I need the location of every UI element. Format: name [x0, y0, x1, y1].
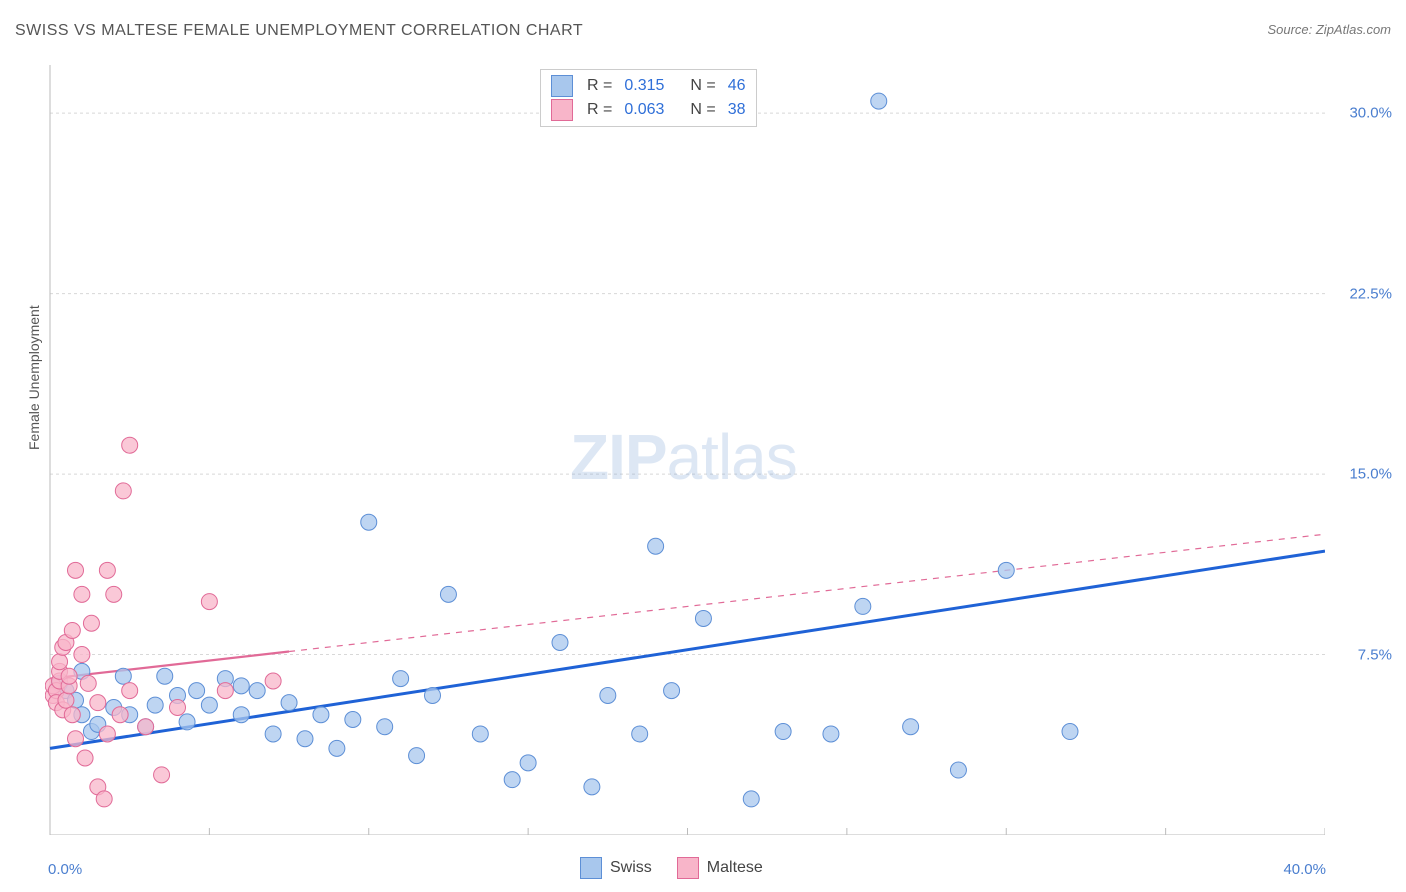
x-axis-min-label: 0.0%: [48, 861, 82, 878]
y-axis-label: Female Unemployment: [26, 305, 42, 450]
series-legend-label: Maltese: [707, 859, 763, 877]
n-label: N =: [690, 74, 715, 98]
chart-svg: [45, 65, 1325, 835]
n-value: 46: [728, 74, 746, 98]
y-tick-label: 30.0%: [1349, 105, 1392, 122]
series-legend-label: Swiss: [610, 859, 652, 877]
legend-swatch-icon: [677, 857, 699, 879]
series-legend-item[interactable]: Swiss: [580, 857, 652, 879]
n-label: N =: [690, 98, 715, 122]
legend-swatch-icon: [580, 857, 602, 879]
stats-legend-row: R = 0.315 N = 46: [551, 74, 746, 98]
y-tick-label: 7.5%: [1358, 646, 1392, 663]
legend-swatch-icon: [551, 75, 573, 97]
y-tick-label: 15.0%: [1349, 466, 1392, 483]
chart-title: SWISS VS MALTESE FEMALE UNEMPLOYMENT COR…: [15, 22, 583, 40]
source-attribution: Source: ZipAtlas.com: [1267, 22, 1391, 37]
stats-legend-box: R = 0.315 N = 46 R = 0.063 N = 38: [540, 69, 757, 127]
r-value: 0.315: [624, 74, 664, 98]
r-label: R =: [587, 98, 612, 122]
series-legend: Swiss Maltese: [580, 857, 763, 879]
r-value: 0.063: [624, 98, 664, 122]
x-axis-max-label: 40.0%: [1283, 861, 1326, 878]
scatter-chart: [45, 65, 1325, 835]
legend-swatch-icon: [551, 99, 573, 121]
r-label: R =: [587, 74, 612, 98]
series-legend-item[interactable]: Maltese: [677, 857, 763, 879]
y-tick-label: 22.5%: [1349, 285, 1392, 302]
stats-legend-row: R = 0.063 N = 38: [551, 98, 746, 122]
n-value: 38: [728, 98, 746, 122]
